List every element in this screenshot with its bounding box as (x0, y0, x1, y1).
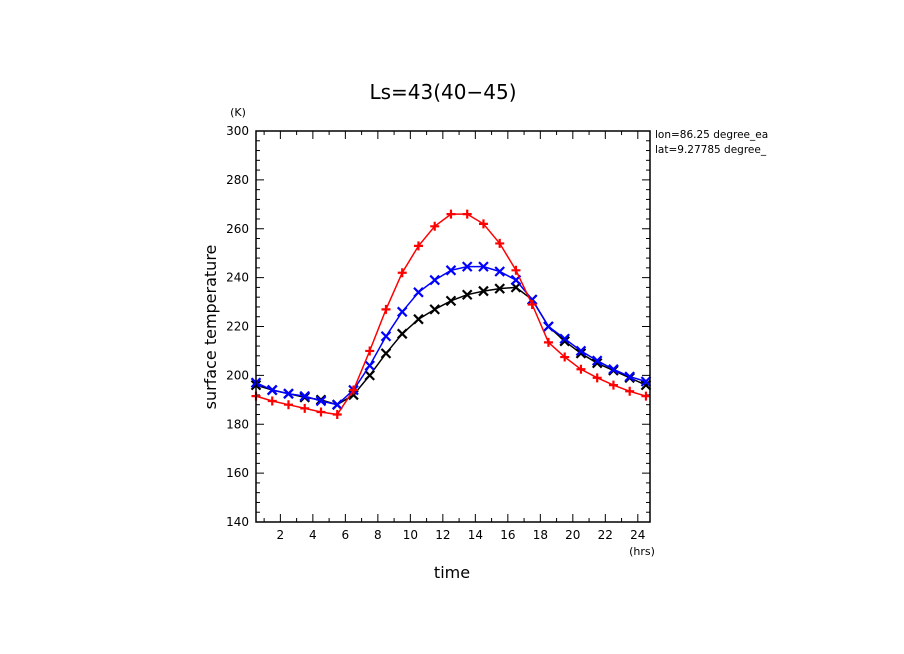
data-point-cross (494, 283, 505, 294)
data-point-plus (348, 385, 358, 395)
y-axis-title: surface temperature (201, 245, 220, 410)
y-tick-label: 240 (226, 271, 249, 285)
data-point-cross (445, 295, 457, 307)
data-point-plus (446, 209, 456, 219)
x-tick-label: 4 (309, 528, 317, 542)
data-point-plus (381, 304, 391, 314)
data-point-plus (641, 391, 651, 401)
data-point-cross (559, 335, 570, 347)
data-point-cross (575, 348, 587, 359)
y-tick-label: 140 (226, 515, 249, 529)
data-point-plus (495, 238, 505, 248)
data-point-cross (640, 376, 652, 387)
data-point-cross (575, 345, 587, 357)
data-point-cross (413, 287, 424, 298)
data-point-plus (543, 337, 553, 347)
annotation-lon: lon=86.25 degree_ea (655, 129, 768, 141)
data-point-cross (396, 306, 408, 318)
data-point-cross (380, 348, 392, 359)
data-point-plus (430, 221, 440, 231)
annotation-lat: lat=9.27785 degree_ (655, 144, 767, 156)
x-tick-label: 6 (342, 528, 350, 542)
data-point-plus (300, 403, 310, 413)
data-point-plus (478, 219, 488, 229)
y-tick-label: 260 (226, 222, 249, 236)
data-point-plus (608, 380, 618, 390)
data-point-plus (316, 407, 326, 417)
data-point-cross (591, 355, 603, 366)
data-point-cross (364, 360, 376, 371)
data-point-cross (640, 379, 652, 391)
data-point-cross (478, 261, 489, 272)
data-point-plus (332, 409, 342, 419)
y-tick-label: 300 (226, 124, 249, 138)
data-point-cross (543, 321, 554, 332)
data-point-cross (283, 388, 294, 399)
y-tick-label: 180 (226, 417, 249, 431)
y-tick-label: 280 (226, 173, 249, 187)
chart-title: Ls=43(40−45) (369, 80, 516, 104)
y-unit-label: (K) (230, 106, 246, 119)
plot-frame (255, 130, 651, 523)
data-point-cross (380, 330, 392, 342)
data-point-cross (429, 304, 440, 315)
x-tick-label: 10 (403, 528, 418, 542)
data-point-plus (462, 209, 472, 219)
data-point-plus (576, 364, 586, 374)
data-point-cross (364, 370, 376, 381)
data-point-cross (413, 313, 424, 325)
data-point-cross (591, 357, 603, 369)
data-point-plus (267, 396, 277, 406)
data-point-plus (592, 373, 602, 383)
y-tick-label: 200 (226, 368, 249, 382)
data-point-plus (397, 268, 407, 278)
data-point-plus (283, 400, 293, 410)
data-point-cross (331, 399, 343, 410)
series-line (255, 213, 647, 416)
data-point-cross (461, 289, 473, 301)
x-tick-label: 14 (468, 528, 483, 542)
data-point-plus (560, 352, 570, 362)
y-tick-label: 220 (226, 320, 249, 334)
y-tick-label: 160 (226, 466, 249, 480)
data-point-cross (624, 371, 635, 382)
data-point-cross (559, 333, 570, 344)
data-point-plus (625, 386, 635, 396)
x-tick-label: 18 (533, 528, 548, 542)
x-tick-label: 20 (565, 528, 580, 542)
data-point-cross (315, 395, 327, 407)
series-line (255, 286, 647, 406)
data-point-cross (494, 266, 505, 277)
data-point-plus (365, 346, 375, 356)
series-line (255, 265, 647, 406)
x-unit-label: (hrs) (629, 545, 655, 558)
x-tick-label: 22 (598, 528, 613, 542)
data-point-plus (527, 300, 537, 310)
data-point-cross (429, 274, 440, 286)
x-tick-label: 8 (374, 528, 382, 542)
data-point-cross (478, 285, 489, 297)
x-axis-title: time (434, 563, 470, 582)
data-point-plus (511, 265, 521, 275)
data-point-cross (445, 265, 457, 276)
x-tick-label: 16 (500, 528, 515, 542)
data-point-cross (266, 384, 278, 396)
x-tick-label: 2 (277, 528, 285, 542)
x-tick-label: 12 (435, 528, 450, 542)
data-point-cross (299, 390, 311, 402)
data-point-cross (396, 328, 408, 340)
x-tick-label: 24 (630, 528, 645, 542)
data-point-cross (608, 363, 619, 375)
data-point-plus (413, 241, 423, 251)
data-point-cross (461, 261, 473, 272)
